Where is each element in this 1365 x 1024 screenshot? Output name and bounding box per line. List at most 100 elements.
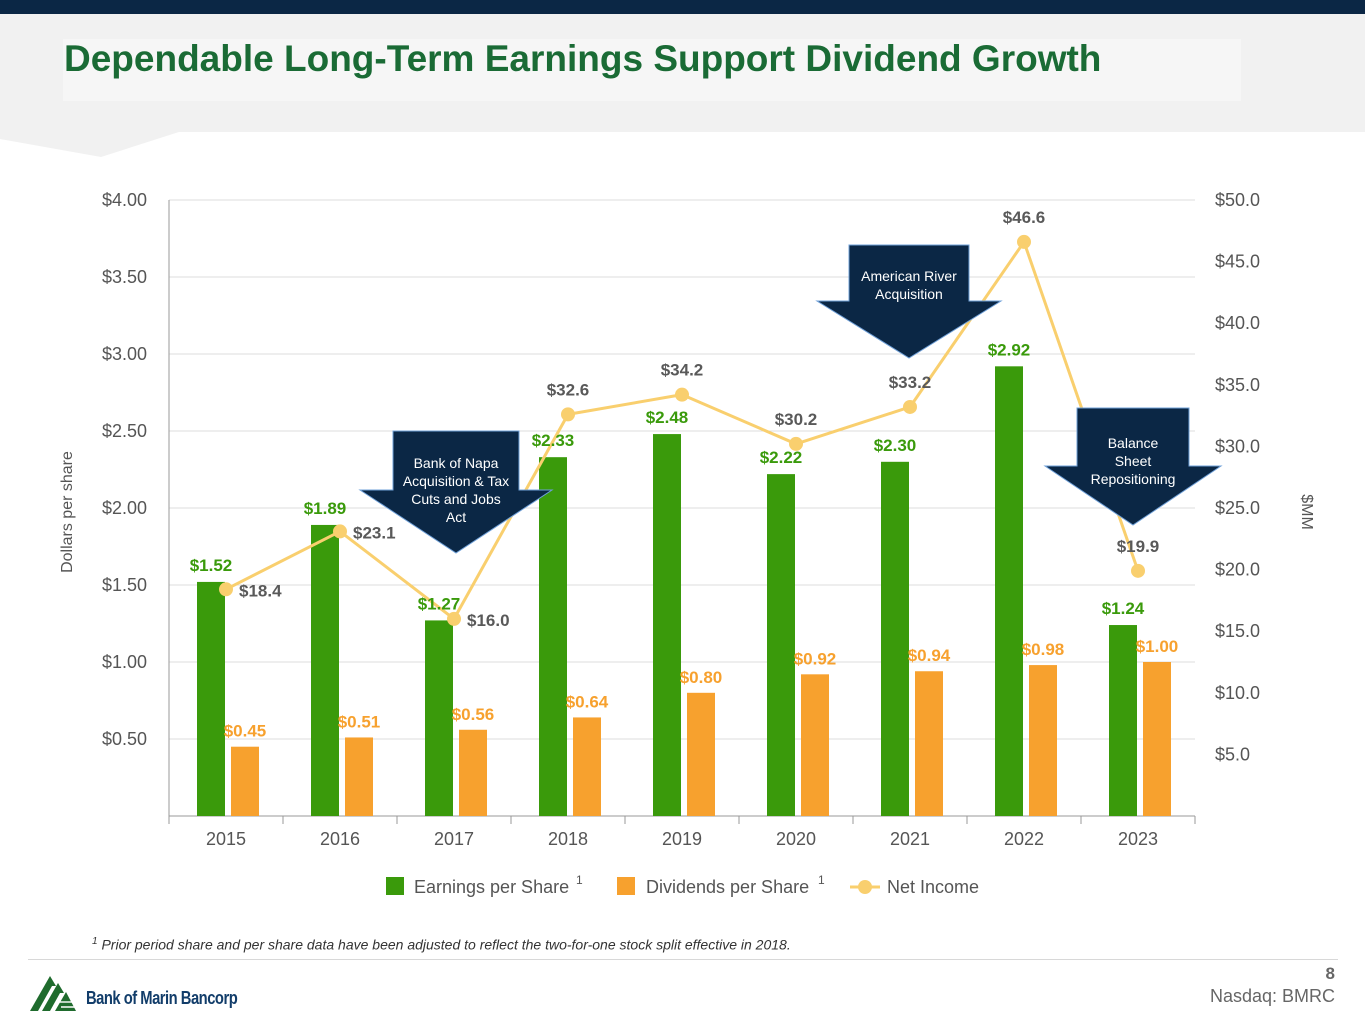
dps-bar bbox=[915, 671, 943, 816]
eps-label: $2.48 bbox=[646, 408, 689, 427]
legend-net-income-marker bbox=[858, 880, 872, 894]
net-income-label: $18.4 bbox=[239, 581, 282, 600]
x-tick-label: 2015 bbox=[206, 829, 246, 849]
title-box bbox=[63, 39, 1241, 101]
y2-tick-label: $10.0 bbox=[1215, 683, 1260, 703]
x-tick-label: 2016 bbox=[320, 829, 360, 849]
callout-arrow bbox=[1043, 407, 1223, 526]
dps-bar bbox=[345, 737, 373, 816]
net-income-point bbox=[903, 399, 917, 414]
callout-text: Repositioning bbox=[1091, 471, 1176, 487]
header-notch bbox=[0, 131, 182, 157]
net-income-point bbox=[675, 387, 689, 402]
eps-bar bbox=[197, 581, 225, 816]
footnote-text: Prior period share and per share data ha… bbox=[97, 936, 791, 953]
dps-label: $0.98 bbox=[1022, 640, 1065, 659]
x-tick-label: 2021 bbox=[890, 829, 930, 849]
dps-label: $0.80 bbox=[680, 668, 723, 687]
net-income-point bbox=[219, 582, 233, 597]
net-income-point bbox=[1017, 234, 1031, 249]
eps-bar bbox=[767, 474, 795, 816]
chart: $0.50 $1.00 $1.50 $2.00 $2.50 $3.00 $3.50 $4.00… bbox=[59, 190, 1315, 897]
eps-bar bbox=[311, 524, 339, 816]
dps-bar bbox=[231, 746, 259, 816]
callout-text: American River bbox=[861, 268, 957, 284]
x-tick-label: 2020 bbox=[776, 829, 816, 849]
callout-text: Balance bbox=[1108, 435, 1159, 451]
eps-bar bbox=[1109, 625, 1137, 816]
net-income-label: $30.2 bbox=[775, 410, 818, 429]
slide-title: Dependable Long-Term Earnings Support Di… bbox=[64, 38, 1102, 79]
y2-tick-label: $30.0 bbox=[1215, 436, 1260, 456]
y-tick-label: $1.50 bbox=[102, 575, 147, 595]
bank-logo-icon bbox=[30, 976, 78, 1011]
y-tick-label: $0.50 bbox=[102, 729, 147, 749]
callout-text: Acquisition & Tax bbox=[403, 473, 509, 489]
y2-axis-title: $MM bbox=[1298, 494, 1315, 530]
y-tick-label: $4.00 bbox=[102, 190, 147, 210]
dps-bar bbox=[687, 692, 715, 816]
y2-tick-label: $45.0 bbox=[1215, 252, 1260, 272]
x-tick-label: 2017 bbox=[434, 829, 474, 849]
footer-divider bbox=[28, 959, 1338, 960]
y2-tick-label: $35.0 bbox=[1215, 375, 1260, 395]
legend-net-income-label: Net Income bbox=[887, 877, 979, 897]
eps-label: $1.52 bbox=[190, 556, 233, 575]
x-tick-label: 2019 bbox=[662, 829, 702, 849]
net-income-point bbox=[333, 524, 347, 539]
net-income-point bbox=[789, 436, 803, 451]
eps-bar bbox=[881, 461, 909, 816]
legend-dps-swatch bbox=[617, 877, 635, 895]
eps-label: $1.27 bbox=[418, 594, 461, 613]
logo-text: Bank of Marin Bancorp bbox=[86, 988, 238, 1008]
callout-arrow bbox=[358, 430, 554, 554]
y2-tick-label: $50.0 bbox=[1215, 190, 1260, 210]
x-tick-label: 2022 bbox=[1004, 829, 1044, 849]
y2-tick-label: $25.0 bbox=[1215, 498, 1260, 518]
net-income-point bbox=[1131, 563, 1145, 578]
y-tick-label: $2.50 bbox=[102, 421, 147, 441]
dps-label: $0.94 bbox=[908, 646, 951, 665]
eps-label: $2.30 bbox=[874, 436, 917, 455]
x-tick-label: 2018 bbox=[548, 829, 588, 849]
net-income-label: $32.6 bbox=[547, 380, 590, 399]
y-axis-title: Dollars per share bbox=[59, 451, 76, 573]
legend-dps-label: Dividends per Share bbox=[646, 877, 809, 897]
y2-tick-label: $40.0 bbox=[1215, 313, 1260, 333]
eps-label: $1.24 bbox=[1102, 599, 1145, 618]
dps-label: $0.56 bbox=[452, 705, 495, 724]
dps-label: $1.00 bbox=[1136, 637, 1179, 656]
eps-label: $2.22 bbox=[760, 448, 803, 467]
legend-eps-swatch bbox=[386, 877, 404, 895]
eps-bar bbox=[425, 620, 453, 816]
net-income-point bbox=[561, 407, 575, 422]
y2-tick-label: $20.0 bbox=[1215, 560, 1260, 580]
eps-bar bbox=[995, 366, 1023, 816]
net-income-label: $33.2 bbox=[889, 373, 932, 392]
net-income-label: $19.9 bbox=[1117, 537, 1160, 556]
footnote: 1 Prior period share and per share data … bbox=[92, 936, 791, 953]
dps-label: $0.45 bbox=[224, 722, 267, 741]
dps-label: $0.64 bbox=[566, 692, 609, 711]
y-tick-label: $3.50 bbox=[102, 267, 147, 287]
dps-bar bbox=[1143, 662, 1171, 816]
net-income-label: $16.0 bbox=[467, 611, 510, 630]
dps-label: $0.51 bbox=[338, 712, 381, 731]
dps-bar bbox=[801, 674, 829, 816]
legend-eps-label: Earnings per Share bbox=[414, 877, 569, 897]
callout-text: Acquisition bbox=[875, 286, 943, 302]
y2-tick-label: $5.0 bbox=[1215, 744, 1250, 764]
eps-bar bbox=[539, 457, 567, 816]
footnote-marker: 1 bbox=[92, 936, 98, 947]
dps-bar bbox=[1029, 665, 1057, 816]
eps-label: $2.33 bbox=[532, 431, 575, 450]
net-income-label: $46.6 bbox=[1003, 208, 1046, 227]
callout-arrow bbox=[815, 244, 1003, 359]
legend-eps-superscript: 1 bbox=[576, 873, 583, 887]
dps-bar bbox=[573, 717, 601, 816]
net-income-point bbox=[447, 611, 461, 626]
top-bar bbox=[0, 0, 1365, 14]
y-tick-label: $2.00 bbox=[102, 498, 147, 518]
net-income-label: $23.1 bbox=[353, 523, 396, 542]
net-income-label: $34.2 bbox=[661, 361, 704, 380]
